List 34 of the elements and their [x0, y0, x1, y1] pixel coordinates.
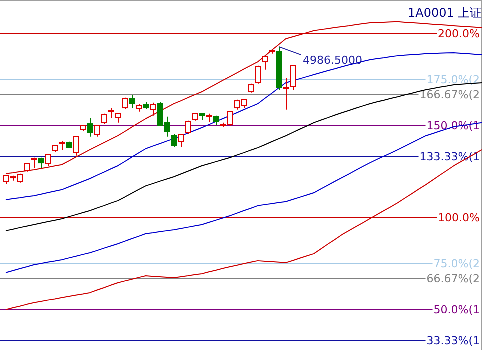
candlestick: [186, 120, 192, 134]
annotation: 4986.5000: [303, 54, 362, 67]
candlestick: [32, 157, 38, 169]
line-series: [6, 52, 482, 201]
y-tick-label: 200.0%: [438, 27, 480, 40]
candlestick: [116, 112, 122, 124]
text: 1A0001 上证: [408, 6, 482, 20]
candlestick: [94, 124, 100, 138]
candlestick: [130, 94, 136, 109]
y-tick-label: 66.67%(2: [426, 272, 480, 286]
candlestick: [290, 64, 296, 90]
candlestick: [248, 83, 254, 94]
candlestick: [262, 55, 268, 70]
candlestick: [60, 140, 66, 150]
candlestick: [88, 117, 94, 138]
y-tick-label: 175.0%(2: [426, 73, 480, 86]
y-tick-label: 166.67%(2: [420, 88, 480, 102]
candlestick: [256, 65, 262, 84]
candlestick: [214, 115, 220, 126]
candlestick: [172, 133, 178, 148]
candlestick: [74, 135, 80, 156]
line-series: [6, 122, 482, 274]
candlestick: [122, 97, 128, 110]
candlestick: [178, 133, 184, 148]
y-tick-label: 75.0%(2: [434, 257, 480, 270]
y-tick-label: 50.0%(1: [434, 303, 480, 316]
y-tick-label: 33.33%(1: [426, 334, 480, 348]
candlestick: [150, 102, 156, 116]
candlestick: [102, 113, 108, 125]
candlestick: [38, 157, 44, 169]
candlestick: [284, 78, 290, 110]
y-tick-label: 100.0%: [438, 211, 480, 224]
candlestick: [108, 108, 114, 118]
candlestick: [46, 154, 52, 166]
